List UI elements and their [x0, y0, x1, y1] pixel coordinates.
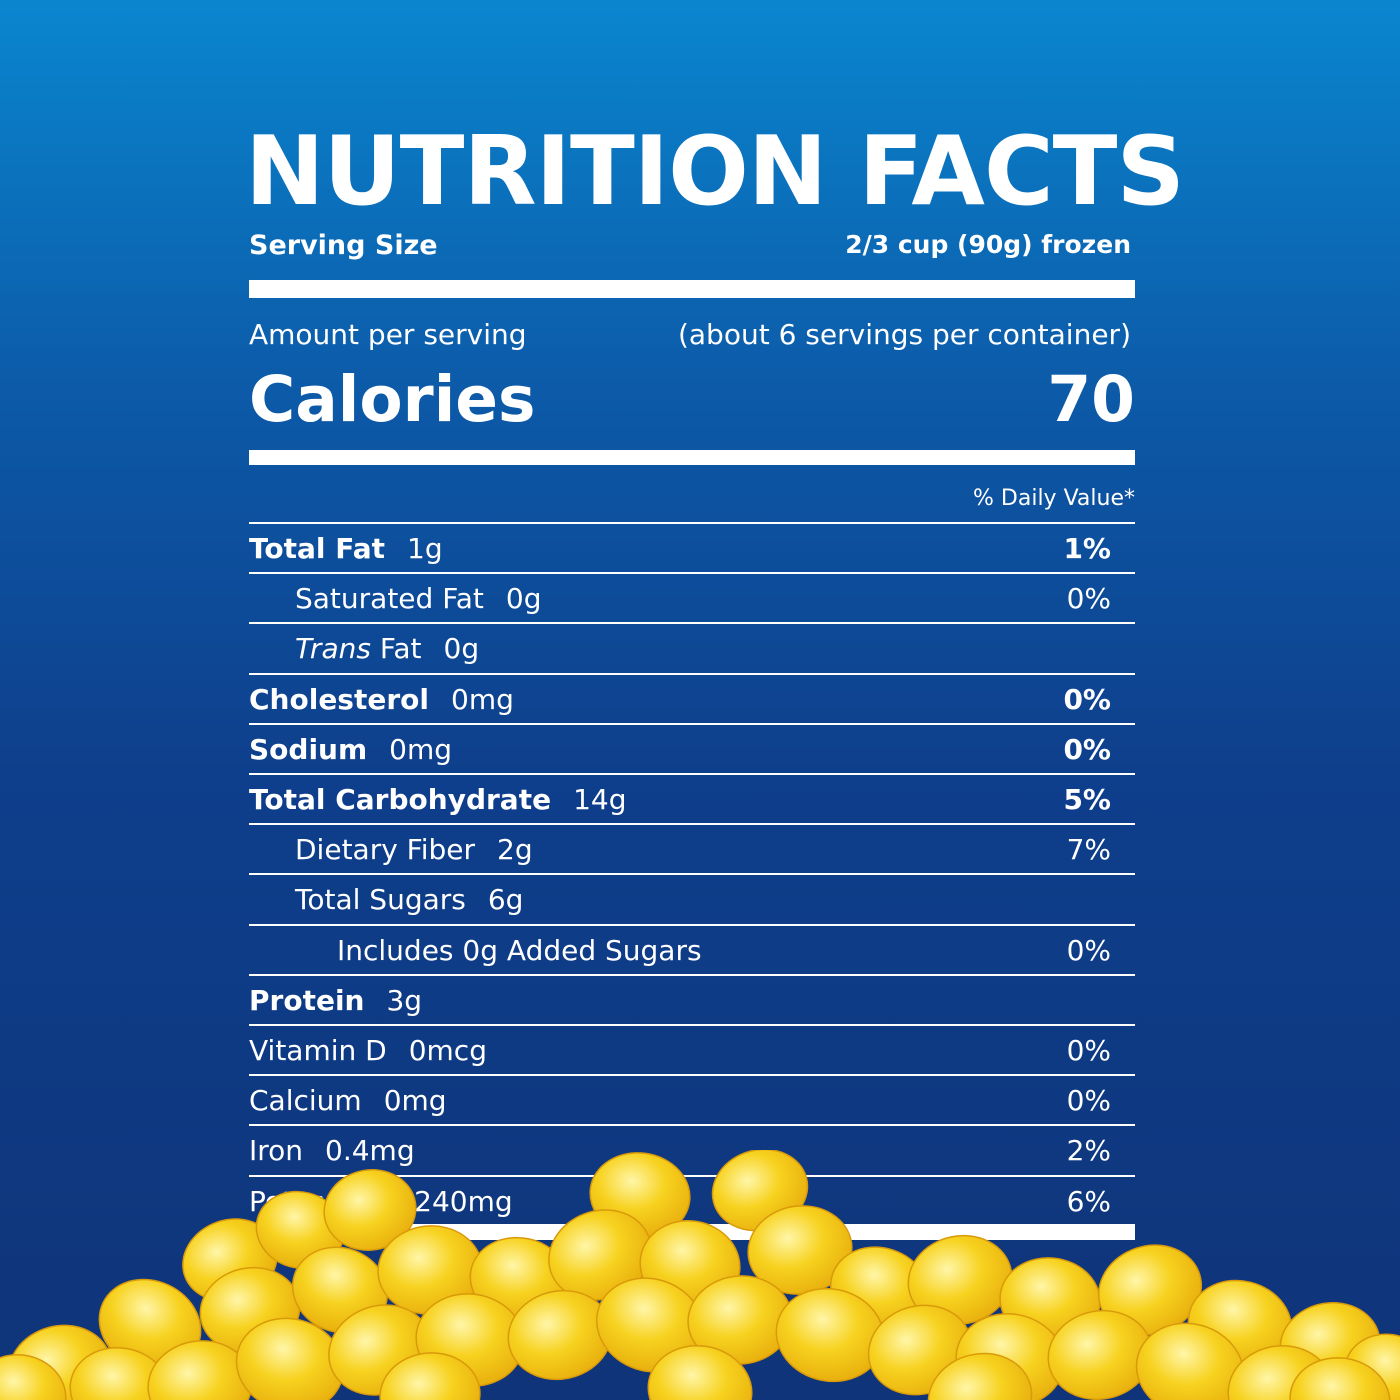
- nutrient-label: Iron: [249, 1134, 304, 1168]
- nutrient-row: Dietary Fiber 2g 7%: [249, 825, 1135, 875]
- nutrient-label: Total Fat: [249, 532, 386, 565]
- nutrient-daily-value: 2%: [1066, 1134, 1111, 1168]
- nutrient-amount: 2g: [497, 833, 533, 867]
- row-divider: [249, 773, 1135, 775]
- nutrient-label: Vitamin D: [249, 1034, 387, 1067]
- nutrition-facts-title: NUTRITION FACTS: [245, 117, 1185, 227]
- nutrient-label: Saturated Fat: [295, 582, 484, 616]
- nutrient-name: Calcium 0mg: [249, 1076, 447, 1126]
- row-divider: [249, 1174, 1135, 1177]
- serving-size-value: 2/3 cup (90g) frozen: [845, 230, 1131, 259]
- nutrient-row: Calcium 0mg 0%: [249, 1076, 1135, 1126]
- row-divider: [249, 572, 1135, 575]
- row-divider: [249, 622, 1135, 625]
- nutrient-amount: 0g: [443, 632, 480, 666]
- nutrient-amount: 0mcg: [408, 1034, 487, 1067]
- nutrient-row: Protein 3g: [249, 976, 1135, 1026]
- nutrient-name: Vitamin D 0mcg: [249, 1026, 487, 1076]
- calories-row: Calories 70: [249, 363, 1135, 443]
- corn-kernel: [0, 1353, 67, 1400]
- nutrient-row: Vitamin D 0mcg 0%: [249, 1026, 1135, 1076]
- calories-value: 70: [1047, 363, 1135, 436]
- nutrient-name: Trans Fat 0g: [295, 624, 479, 674]
- row-divider: [249, 873, 1135, 876]
- corn-kernel: [379, 1352, 481, 1400]
- row-divider: [249, 1024, 1135, 1026]
- corn-kernels-image: [0, 1150, 1400, 1400]
- nutrient-name: Total Sugars 6g: [295, 875, 523, 925]
- nutrient-row: Sodium 0mg 0%: [249, 725, 1135, 775]
- nutrient-name-italic: Trans: [295, 632, 371, 666]
- nutrient-daily-value: 0%: [1063, 732, 1111, 766]
- nutrient-amount: 0g: [505, 582, 542, 616]
- nutrient-amount: 240mg: [414, 1184, 513, 1218]
- nutrient-amount: 0mg: [389, 732, 453, 766]
- nutrient-daily-value: 7%: [1066, 833, 1111, 867]
- nutrient-amount: 0mg: [383, 1084, 447, 1118]
- nutrient-label: Protein: [249, 983, 365, 1017]
- nutrient-label: Includes 0g Added Sugars: [337, 933, 702, 967]
- corn-kernel: [647, 1344, 753, 1400]
- amount-per-serving-label: Amount per serving: [249, 318, 527, 351]
- nutrient-amount: 3g: [386, 983, 423, 1017]
- nutrient-daily-value: 0%: [1066, 1084, 1111, 1118]
- row-divider: [249, 923, 1135, 926]
- calories-label: Calories: [249, 363, 536, 436]
- nutrient-daily-value: 5%: [1063, 783, 1111, 816]
- nutrient-amount: 1g: [407, 532, 443, 565]
- nutrient-amount: 0mg: [451, 682, 514, 716]
- row-divider: [249, 672, 1135, 675]
- nutrient-row: Trans Fat 0g: [249, 624, 1135, 674]
- nutrient-name: Protein 3g: [249, 976, 422, 1026]
- row-divider: [249, 1124, 1135, 1127]
- row-divider: [249, 722, 1135, 725]
- thick-divider: [249, 280, 1135, 298]
- serving-size-row: Serving Size 2/3 cup (90g) frozen: [249, 230, 1135, 268]
- nutrient-row: Cholesterol 0mg 0%: [249, 675, 1135, 725]
- nutrient-name: Iron 0.4mg: [249, 1126, 415, 1176]
- nutrient-label: Fat: [370, 632, 422, 666]
- nutrient-name: Dietary Fiber 2g: [295, 825, 533, 875]
- nutrient-name: Cholesterol 0mg: [249, 675, 514, 725]
- nutrient-name: Total Carbohydrate 14g: [249, 775, 627, 825]
- nutrient-daily-value: 0%: [1066, 1034, 1111, 1067]
- nutrient-label: Cholesterol: [249, 682, 429, 716]
- nutrient-name: Saturated Fat 0g: [295, 574, 541, 624]
- nutrient-daily-value: 0%: [1066, 582, 1111, 616]
- row-divider: [249, 522, 1135, 524]
- nutrient-row: Includes 0g Added Sugars 0%: [249, 926, 1135, 976]
- nutrient-label: Total Carbohydrate: [249, 783, 552, 816]
- corn-kernel: [907, 1234, 1013, 1326]
- nutrient-amount: 14g: [573, 783, 627, 816]
- nutrient-row: Saturated Fat 0g 0%: [249, 574, 1135, 624]
- nutrient-row: Total Sugars 6g: [249, 875, 1135, 925]
- corn-kernel: [927, 1352, 1033, 1400]
- row-divider: [249, 973, 1135, 976]
- nutrient-daily-value: 1%: [1063, 532, 1111, 565]
- serving-size-label: Serving Size: [249, 230, 438, 261]
- nutrient-row: Iron 0.4mg 2%: [249, 1126, 1135, 1176]
- nutrient-row: Total Carbohydrate 14g 5%: [249, 775, 1135, 825]
- nutrient-daily-value: 6%: [1066, 1184, 1111, 1218]
- thick-divider: [249, 450, 1135, 465]
- corn-kernel: [1289, 1357, 1391, 1400]
- nutrient-amount: 0.4mg: [325, 1134, 415, 1168]
- nutrient-label: Dietary Fiber: [295, 833, 476, 867]
- nutrient-name: Includes 0g Added Sugars: [337, 926, 702, 976]
- nutrient-name: Total Fat 1g: [249, 524, 443, 574]
- nutrient-label: Calcium: [249, 1084, 362, 1118]
- row-divider: [249, 823, 1135, 826]
- servings-per-container: (about 6 servings per container): [677, 318, 1131, 351]
- nutrient-amount: 6g: [487, 883, 524, 917]
- nutrient-row: Total Fat 1g 1%: [249, 524, 1135, 574]
- daily-value-header: % Daily Value*: [973, 486, 1135, 511]
- row-divider: [249, 1074, 1135, 1077]
- corn-kernel: [323, 1169, 417, 1251]
- nutrient-daily-value: 0%: [1063, 682, 1111, 716]
- nutrient-label: Total Sugars: [295, 883, 466, 917]
- nutrient-name: Sodium 0mg: [249, 725, 452, 775]
- nutrient-label: Sodium: [249, 732, 368, 766]
- nutrient-daily-value: 0%: [1066, 933, 1111, 967]
